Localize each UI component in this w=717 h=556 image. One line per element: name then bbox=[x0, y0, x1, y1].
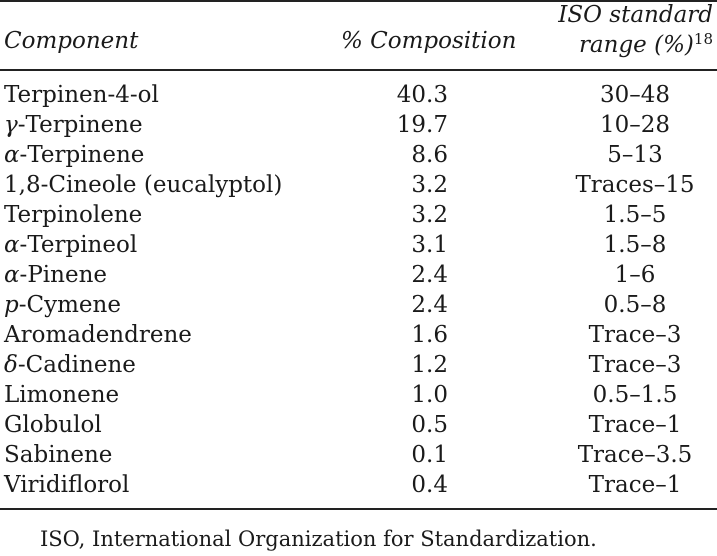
cell-composition: 8.6 bbox=[411, 142, 448, 168]
cell-composition: 3.2 bbox=[411, 172, 448, 198]
cell-component: Aromadendrene bbox=[4, 322, 192, 348]
table-row: Aromadendrene 1.6 Trace–3 bbox=[0, 320, 717, 350]
header-iso-line2: range (%)18 bbox=[558, 30, 713, 60]
cell-composition: 2.4 bbox=[411, 292, 448, 318]
cell-component: Limonene bbox=[4, 382, 120, 408]
table-header-rule bbox=[0, 69, 717, 71]
cell-iso-range: 0.5–8 bbox=[603, 292, 667, 318]
cell-component: Terpinen-4-ol bbox=[4, 82, 159, 108]
cell-composition: 40.3 bbox=[396, 82, 448, 108]
cell-iso-range: 0.5–1.5 bbox=[592, 382, 678, 408]
cell-iso-range: Trace–1 bbox=[588, 412, 682, 438]
cell-iso-range: 10–28 bbox=[599, 112, 671, 138]
cell-iso-range: Trace–3.5 bbox=[577, 442, 693, 468]
cell-iso-range: 1–6 bbox=[614, 262, 656, 288]
cell-composition: 0.4 bbox=[411, 472, 448, 498]
table-row: γ-Terpinene 19.7 10–28 bbox=[0, 110, 717, 140]
cell-component: p-Cymene bbox=[4, 292, 121, 318]
cell-component: γ-Terpinene bbox=[4, 112, 143, 138]
cell-iso-range: Traces–15 bbox=[575, 172, 695, 198]
cell-composition: 1.6 bbox=[411, 322, 448, 348]
header-iso-reference: 18 bbox=[693, 30, 713, 48]
header-composition: % Composition bbox=[341, 28, 517, 54]
cell-component: Viridiflorol bbox=[4, 472, 130, 498]
table-row: δ-Cadinene 1.2 Trace–3 bbox=[0, 350, 717, 380]
table-row: α-Pinene 2.4 1–6 bbox=[0, 260, 717, 290]
header-iso-line1: ISO standard bbox=[558, 2, 713, 28]
cell-component: α-Terpineol bbox=[4, 232, 138, 258]
cell-composition: 3.2 bbox=[411, 202, 448, 228]
cell-composition: 0.5 bbox=[411, 412, 448, 438]
header-component: Component bbox=[4, 28, 139, 54]
cell-composition: 19.7 bbox=[396, 112, 448, 138]
cell-iso-range: 1.5–5 bbox=[603, 202, 667, 228]
cell-composition: 0.1 bbox=[411, 442, 448, 468]
table-row: Limonene 1.0 0.5–1.5 bbox=[0, 380, 717, 410]
table-row: α-Terpinene 8.6 5–13 bbox=[0, 140, 717, 170]
table-row: Terpinen-4-ol 40.3 30–48 bbox=[0, 80, 717, 110]
cell-iso-range: Trace–3 bbox=[588, 352, 682, 378]
table-footnote: ISO, International Organization for Stan… bbox=[40, 527, 597, 551]
table-row: Globulol 0.5 Trace–1 bbox=[0, 410, 717, 440]
table-row: α-Terpineol 3.1 1.5–8 bbox=[0, 230, 717, 260]
cell-composition: 2.4 bbox=[411, 262, 448, 288]
cell-composition: 1.2 bbox=[411, 352, 448, 378]
table-bottom-rule bbox=[0, 508, 717, 510]
cell-component: Globulol bbox=[4, 412, 102, 438]
cell-composition: 3.1 bbox=[411, 232, 448, 258]
table-row: Sabinene 0.1 Trace–3.5 bbox=[0, 440, 717, 470]
cell-composition: 1.0 bbox=[411, 382, 448, 408]
cell-component: Sabinene bbox=[4, 442, 113, 468]
cell-iso-range: 5–13 bbox=[607, 142, 663, 168]
cell-iso-range: Trace–1 bbox=[588, 472, 682, 498]
cell-component: δ-Cadinene bbox=[4, 352, 136, 378]
table-row: Viridiflorol 0.4 Trace–1 bbox=[0, 470, 717, 500]
cell-component: Terpinolene bbox=[4, 202, 143, 228]
cell-iso-range: 1.5–8 bbox=[603, 232, 667, 258]
header-iso-line2-text: range (%) bbox=[578, 32, 694, 58]
table-row: Terpinolene 3.2 1.5–5 bbox=[0, 200, 717, 230]
cell-component: 1,8-Cineole (eucalyptol) bbox=[4, 172, 283, 198]
cell-component: α-Terpinene bbox=[4, 142, 145, 168]
header-iso-range: ISO standard range (%)18 bbox=[558, 0, 713, 60]
cell-iso-range: 30–48 bbox=[599, 82, 671, 108]
table-top-rule bbox=[0, 0, 717, 2]
cell-component: α-Pinene bbox=[4, 262, 107, 288]
table-row: p-Cymene 2.4 0.5–8 bbox=[0, 290, 717, 320]
cell-iso-range: Trace–3 bbox=[588, 322, 682, 348]
table-row: 1,8-Cineole (eucalyptol) 3.2 Traces–15 bbox=[0, 170, 717, 200]
